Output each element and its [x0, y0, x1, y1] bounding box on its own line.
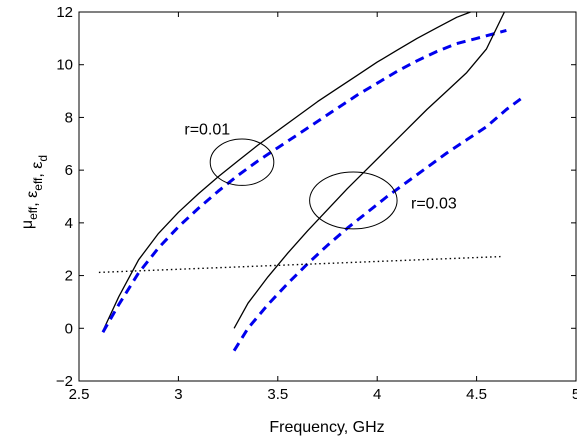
series-line-3 — [233, 11, 505, 329]
y-axis-title-subscript: eff — [26, 206, 40, 220]
axes: 2.5 3 3.5 4 4.5 5 −2 0 2 4 6 8 10 12 — [56, 4, 577, 403]
annotation-2: r=0.03 — [411, 195, 457, 212]
ellipse-marker-2 — [309, 171, 398, 230]
x-tick-label: 4 — [373, 386, 381, 403]
annotation-1: r=0.01 — [184, 122, 230, 139]
y-axis-title-subscript: eff — [31, 177, 45, 191]
y-axis-title-symbol: , ε — [29, 162, 46, 178]
y-tick-label: −2 — [56, 373, 73, 390]
y-tick-label: 2 — [65, 268, 73, 285]
y-tick-label: 12 — [56, 4, 73, 21]
y-axis-title-symbol: , ε — [24, 191, 41, 207]
y-tick-label: 0 — [65, 320, 73, 337]
plot-frame — [78, 11, 577, 382]
x-tick-label: 5 — [572, 386, 577, 403]
y-tick-label: 10 — [56, 57, 73, 74]
series-line-1 — [102, 11, 471, 332]
x-tick-label: 2.5 — [69, 386, 90, 403]
y-tick-label: 8 — [65, 109, 73, 126]
y-axis-title-symbol: μ — [19, 220, 36, 229]
ellipse-marker-1 — [209, 138, 275, 186]
x-tick-label: 3 — [174, 386, 182, 403]
x-axis-title: Frequency, GHz — [269, 419, 384, 436]
y-axis-title-subscript: d — [36, 155, 50, 162]
x-tick-label: 3.5 — [267, 386, 288, 403]
y-tick-label: 4 — [65, 215, 73, 232]
y-axis-title: μeff, εeff, εd — [19, 155, 50, 229]
y-tick-label: 6 — [65, 162, 73, 179]
x-tick-label: 4.5 — [466, 386, 487, 403]
plot-area: r=0.01 r=0.03 — [98, 11, 524, 352]
series-line-2 — [101, 28, 507, 333]
